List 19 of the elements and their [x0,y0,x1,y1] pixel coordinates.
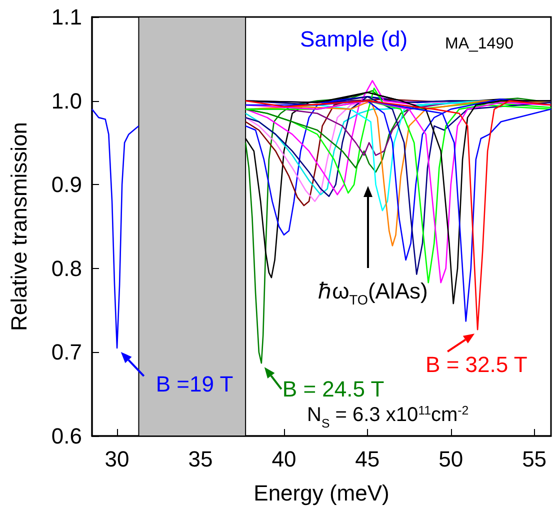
y-tick-label: 0.8 [51,256,82,281]
x-tick-label: 30 [104,446,130,472]
x-tick-label: 55 [522,446,547,472]
annotation: B = 32.5 T [426,352,528,378]
y-axis-title: Relative transmission [6,122,32,332]
annotation: MA_1490 [445,36,514,52]
y-tick-label: 1.0 [51,88,82,114]
x-tick-label: 50 [438,446,464,472]
x-tick-label: 40 [272,446,296,472]
x-axis-title: Energy (meV) [254,480,390,506]
annotation: B = 24.5 T [282,376,384,402]
x-tick-label: 35 [188,446,213,472]
x-tick-label: 45 [355,446,380,472]
annotation: Sample (d) [300,26,408,52]
y-tick-label: 0.7 [51,340,82,365]
y-tick-label: 0.6 [51,424,82,448]
annotation: B =19 T [156,372,234,397]
y-tick-label: 1.1 [51,4,82,30]
y-tick-label: 0.9 [51,172,82,198]
